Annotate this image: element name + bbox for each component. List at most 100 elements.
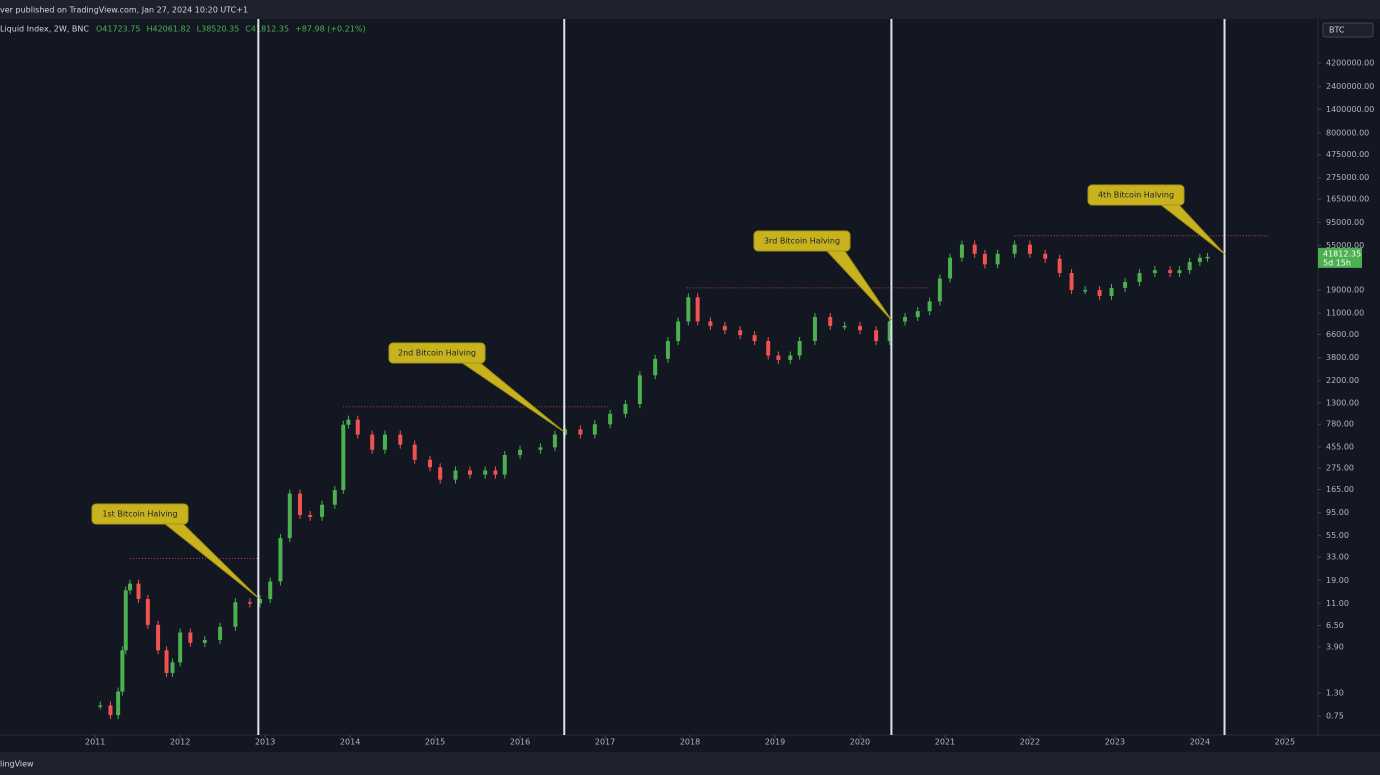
callout-box — [91, 503, 189, 525]
candle-body — [120, 650, 125, 692]
candle-body — [1109, 287, 1114, 296]
candle-body — [164, 650, 169, 673]
candle-body — [1205, 256, 1210, 259]
plot-area: 1st Bitcoin Halving 2nd Bitcoin Halving 3r… — [91, 19, 1268, 735]
y-tick-label: 11000.00 — [1326, 309, 1364, 318]
candle-body — [98, 705, 103, 707]
x-tick-label: 2020 — [850, 738, 870, 747]
x-tick-label: 2013 — [255, 738, 275, 747]
candle-body — [136, 583, 141, 600]
candle-body — [722, 325, 727, 331]
candle-body — [1197, 257, 1202, 263]
candle-body — [287, 493, 292, 539]
candle-body — [1168, 270, 1173, 273]
ohlc-value: C41812.35 — [245, 25, 289, 34]
candle-body — [178, 632, 183, 663]
candle-body — [170, 662, 175, 673]
y-tick-label: 275.00 — [1326, 464, 1354, 473]
x-tick-label: 2014 — [340, 738, 360, 747]
x-tick-label: 2015 — [425, 738, 445, 747]
y-tick-label: 780.00 — [1326, 420, 1354, 429]
candle-body — [812, 317, 817, 342]
footer-brand: lingView — [0, 760, 34, 769]
y-tick-label: 33.00 — [1326, 553, 1349, 562]
ohlc-value: O41723.75 — [96, 25, 140, 34]
candle-body — [156, 624, 161, 651]
x-tick-label: 2024 — [1190, 738, 1210, 747]
candle-body — [686, 297, 691, 322]
ohlc-legend: O41723.75 H42061.82 L38520.35 C41812.35 +87.… — [96, 25, 366, 34]
y-tick-label: 4200000.00 — [1326, 59, 1374, 68]
candle-body — [128, 583, 133, 591]
candle-body — [623, 404, 628, 414]
candle-body — [370, 434, 375, 450]
y-tick-label: 6.50 — [1326, 621, 1344, 630]
candle-body — [467, 470, 472, 475]
candle-body — [438, 467, 443, 480]
top-bar — [0, 0, 1380, 19]
y-tick-label: 800000.00 — [1326, 128, 1369, 137]
y-tick-label: 95000.00 — [1326, 218, 1364, 227]
candle-body — [1177, 270, 1182, 273]
candle-body — [1012, 244, 1017, 254]
y-tick-label: 6600.00 — [1326, 330, 1359, 339]
candle-body — [320, 504, 325, 517]
candle-body — [972, 244, 977, 254]
candle-body — [341, 424, 346, 491]
candle-body — [608, 413, 613, 425]
y-tick-label: 19.00 — [1326, 576, 1349, 585]
x-tick-label: 2025 — [1275, 738, 1295, 747]
candle-body — [874, 330, 879, 342]
candle-body — [247, 602, 252, 604]
candle-body — [233, 602, 238, 627]
candle-body — [887, 321, 892, 342]
y-tick-label: 0.75 — [1326, 712, 1344, 721]
callout-label: 3rd Bitcoin Halving — [764, 237, 840, 246]
x-tick-label: 2017 — [595, 738, 615, 747]
y-tick-label: 2400000.00 — [1326, 82, 1374, 91]
candle-body — [332, 490, 337, 505]
candle-body — [188, 632, 193, 643]
y-tick-label: 19000.00 — [1326, 286, 1364, 295]
x-tick-label: 2019 — [765, 738, 785, 747]
y-tick-label: 55.00 — [1326, 531, 1349, 540]
unit-label: BTC — [1329, 26, 1345, 35]
candle-body — [1187, 262, 1192, 271]
candle-body — [776, 355, 781, 360]
candle-body — [927, 301, 932, 312]
candle-body — [578, 429, 583, 435]
ohlc-change: +87.98 (+0.21%) — [295, 25, 366, 34]
candle-body — [653, 358, 658, 376]
x-tick-label: 2016 — [510, 738, 530, 747]
candle-body — [538, 447, 543, 450]
candle-body — [1057, 258, 1062, 273]
x-tick-label: 2022 — [1020, 738, 1040, 747]
candle-body — [1043, 253, 1048, 259]
candle-body — [1069, 272, 1074, 291]
y-tick-label: 1400000.00 — [1326, 105, 1374, 114]
candle-body — [1152, 270, 1157, 273]
candle-body — [708, 321, 713, 326]
y-tick-label: 2200.00 — [1326, 376, 1359, 385]
candle-body — [1027, 244, 1032, 254]
candle-body — [145, 599, 150, 625]
candle-body — [1097, 290, 1102, 296]
candle-body — [412, 444, 417, 460]
candle-body — [738, 330, 743, 336]
candle-body — [308, 515, 313, 517]
candle-body — [202, 640, 207, 643]
ohlc-value: H42061.82 — [146, 25, 190, 34]
price-axis — [1318, 19, 1380, 752]
last-price-tag — [1318, 247, 1362, 268]
callout-label: 4th Bitcoin Halving — [1098, 191, 1174, 200]
candle-body — [116, 691, 121, 716]
unit-box[interactable] — [1322, 22, 1374, 38]
candle-body — [518, 449, 523, 456]
candle-body — [828, 317, 833, 326]
callout-box — [753, 230, 851, 252]
published-note: ver published on TradingView.com, Jan 27… — [0, 6, 248, 15]
candle-body — [1123, 282, 1128, 288]
y-tick-label: 3800.00 — [1326, 353, 1359, 362]
